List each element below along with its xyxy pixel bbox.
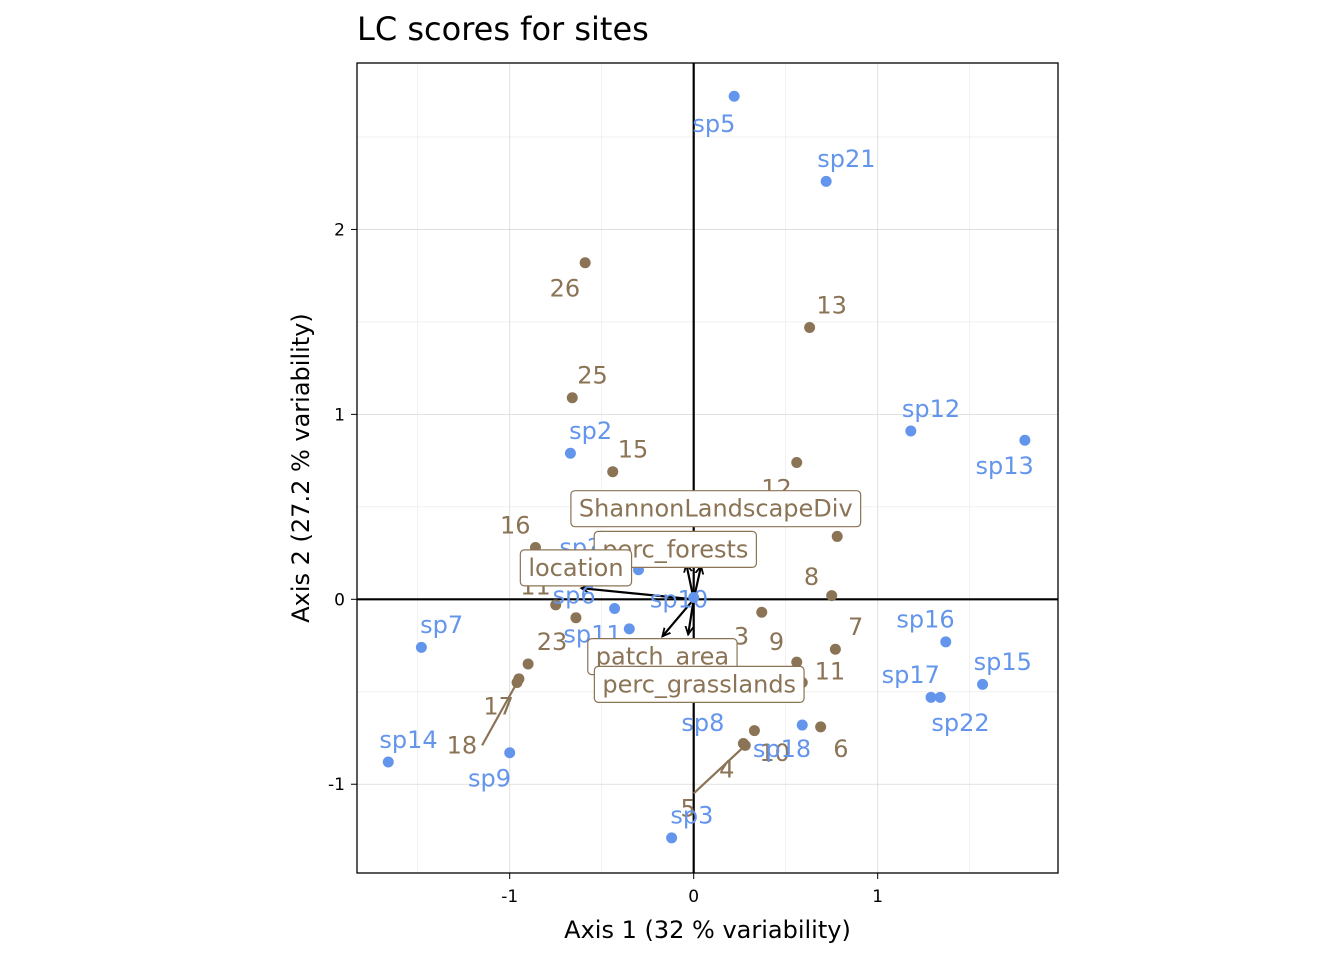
species-point: [688, 591, 700, 603]
species-point: [666, 832, 678, 844]
species-label: sp22: [931, 709, 989, 737]
env-vector-label: location: [519, 549, 633, 587]
chart-title: LC scores for sites: [357, 10, 649, 48]
site-point: [804, 321, 816, 333]
species-label: sp16: [896, 606, 954, 634]
site-point: [607, 466, 619, 478]
species-label: sp12: [902, 395, 960, 423]
site-point: [550, 599, 562, 611]
site-point: [748, 725, 760, 737]
site-label: 16: [500, 511, 531, 539]
env-vector-label: perc_grasslands: [593, 665, 805, 703]
species-label: sp3: [670, 802, 713, 830]
site-point: [831, 530, 843, 542]
species-label: sp17: [882, 661, 940, 689]
site-label: 17: [483, 693, 514, 721]
species-point: [623, 623, 635, 635]
species-label: sp13: [976, 452, 1034, 480]
env-label-box: [593, 665, 805, 703]
y-tick-label: 2: [334, 220, 345, 240]
species-point: [564, 447, 576, 459]
axis-ticks: -1 0 1 -1 0 1 2: [328, 220, 883, 907]
y-tick-label: -1: [328, 775, 345, 795]
site-label: 10: [759, 739, 790, 767]
species-label: sp21: [817, 145, 875, 173]
env-label-text: location: [528, 554, 623, 582]
species-label: sp10: [650, 585, 708, 613]
env-label-text: ShannonLandscapeDiv: [579, 495, 853, 523]
species-point: [925, 691, 937, 703]
site-label: 23: [537, 628, 568, 656]
species-label: sp5: [692, 110, 735, 138]
site-leader-lines: [481, 681, 746, 795]
env-vector-label: perc_forests: [593, 530, 758, 568]
species-label: sp15: [974, 648, 1032, 676]
site-point: [579, 257, 591, 269]
env-vector-label: ShannonLandscapeDiv: [570, 490, 862, 528]
site-point: [511, 677, 523, 689]
site-label: 4: [719, 755, 734, 783]
site-point: [815, 721, 827, 733]
x-tick-label: 1: [872, 887, 883, 907]
env-label-box: [519, 549, 633, 587]
species-label: sp2: [569, 417, 612, 445]
site-point: [791, 456, 803, 468]
site-label: 6: [833, 735, 848, 763]
site-label: 11: [815, 657, 846, 685]
site-label: 9: [769, 628, 784, 656]
site-point: [566, 392, 578, 404]
species-point: [504, 747, 516, 759]
env-label-box: [570, 490, 862, 528]
species-label: sp14: [379, 726, 437, 754]
y-tick-label: 1: [334, 405, 345, 425]
species-point: [977, 678, 989, 690]
species-point: [415, 641, 427, 653]
species-point: [820, 175, 832, 187]
y-tick-label: 0: [334, 590, 345, 610]
x-tick-label: 0: [688, 887, 699, 907]
env-label-text: perc_grasslands: [602, 670, 796, 698]
x-tick-label: -1: [501, 887, 518, 907]
point-labels: 2613251512168117391123171861045sp5sp21sp…: [379, 110, 1033, 830]
zero-axes: [357, 63, 1058, 873]
site-label: 18: [447, 731, 478, 759]
species-point: [796, 719, 808, 731]
site-label: 8: [804, 563, 819, 591]
site-label: 26: [550, 275, 581, 303]
species-label: sp18: [753, 735, 811, 763]
species-point: [1019, 434, 1031, 446]
species-label: sp9: [468, 765, 511, 793]
env-vector-arrow: [688, 599, 695, 634]
site-point: [570, 612, 582, 624]
species-point: [609, 603, 621, 615]
site-point: [739, 739, 751, 751]
site-label: 25: [577, 362, 608, 390]
species-point: [382, 756, 394, 768]
site-leader-line: [692, 744, 746, 795]
species-label: sp7: [420, 611, 463, 639]
species-point: [728, 90, 740, 102]
species-point: [905, 425, 917, 437]
y-axis-title: Axis 2 (27.2 % variability): [287, 313, 315, 623]
site-label: 13: [816, 291, 847, 319]
site-label: 5: [681, 794, 696, 822]
site-point: [791, 656, 803, 668]
site-point: [522, 658, 534, 670]
env-vector-arrow: [581, 588, 694, 601]
env-vector-arrow: [662, 598, 695, 636]
species-point: [934, 691, 946, 703]
site-point: [826, 590, 838, 602]
site-point: [829, 643, 841, 655]
x-axis-title: Axis 1 (32 % variability): [564, 916, 851, 944]
site-point: [756, 606, 768, 618]
site-label: 15: [618, 436, 649, 464]
species-point: [940, 636, 952, 648]
site-label: 3: [734, 622, 749, 650]
site-label: 7: [848, 613, 863, 641]
species-label: sp8: [681, 709, 724, 737]
site-leader-line: [481, 681, 519, 746]
plot-panel-border: [356, 62, 1059, 874]
